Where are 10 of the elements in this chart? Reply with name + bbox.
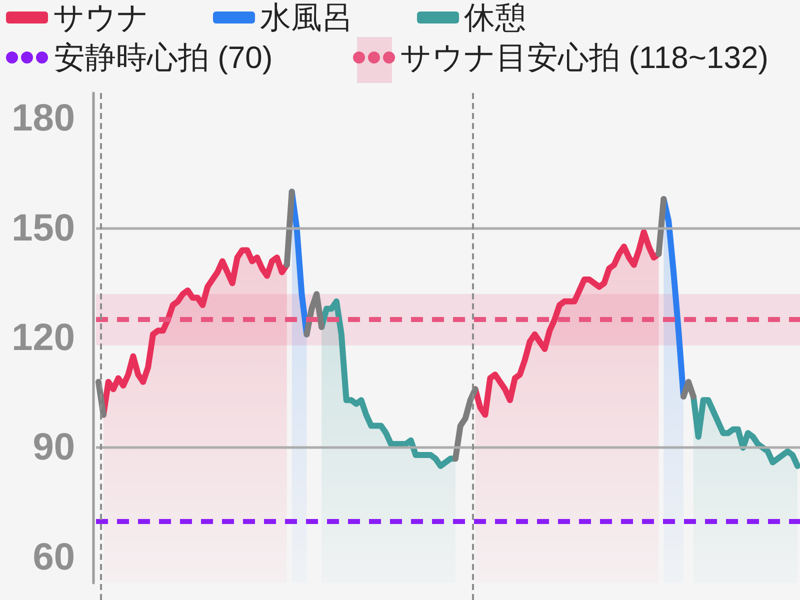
y-tick-label: 90 — [32, 426, 75, 469]
legend-label: 安静時心拍 (70) — [54, 40, 273, 75]
y-tick-label: 180 — [12, 98, 75, 140]
legend-label: 水風呂 — [260, 0, 353, 35]
y-tick-label: 60 — [32, 536, 75, 578]
legend-label: サウナ目安心拍 (118~132) — [400, 40, 769, 75]
legend-label: 休憩 — [464, 0, 526, 35]
y-tick-label: 150 — [12, 207, 75, 250]
y-tick-label: 120 — [12, 317, 75, 359]
legend-label: サウナ — [53, 0, 149, 35]
